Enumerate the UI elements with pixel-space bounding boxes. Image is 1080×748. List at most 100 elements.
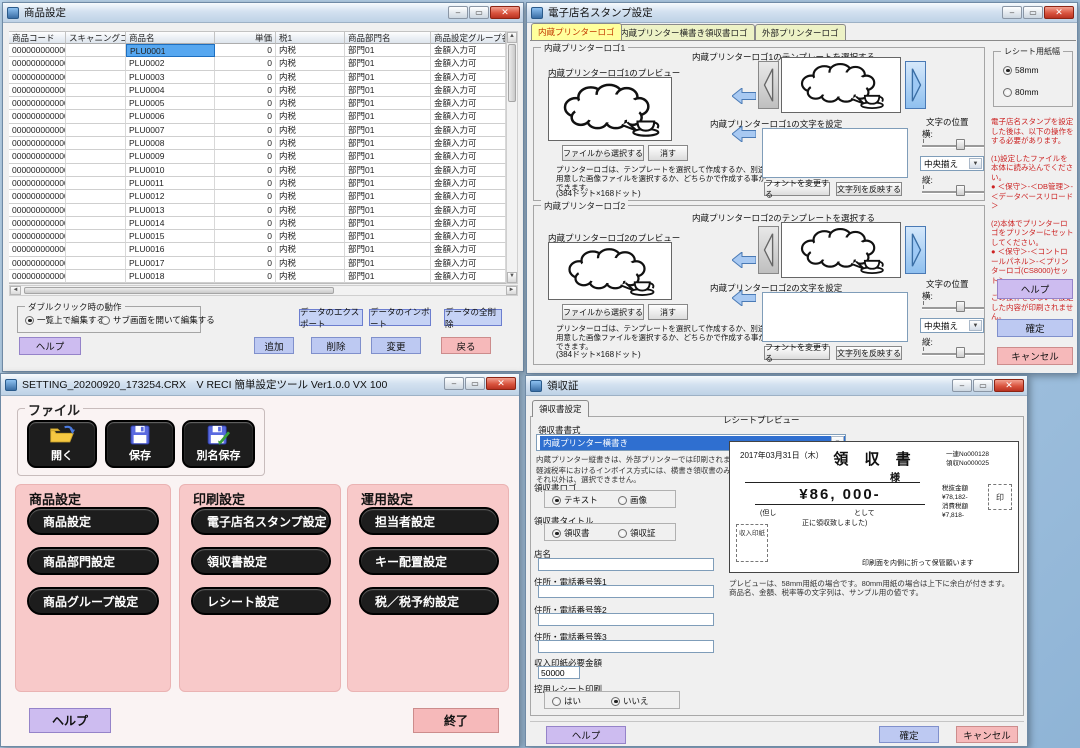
column-header[interactable]: 商品コード	[9, 31, 66, 44]
tab-builtin-printer-receipt-logo[interactable]: 内蔵プリンター横書き領収書ロゴ	[613, 24, 755, 40]
table-cell-name[interactable]: PLU0017	[126, 256, 215, 271]
table-cell-scan[interactable]	[66, 216, 126, 231]
table-cell-scan[interactable]	[66, 57, 126, 71]
table-cell-code[interactable]: 0000000000000003	[9, 70, 66, 84]
table-horizontal-scrollbar[interactable]: ◄ ►	[9, 285, 518, 296]
scrollbar-thumb[interactable]	[508, 44, 516, 102]
maximize-button[interactable]: ▭	[973, 379, 993, 392]
radio-icon[interactable]	[618, 495, 627, 505]
table-cell-name[interactable]: PLU0015	[126, 230, 215, 244]
table-cell-group[interactable]: 金額入力可	[431, 57, 506, 71]
template-next-button[interactable]	[905, 61, 926, 109]
help-button[interactable]: ヘルプ	[29, 708, 111, 733]
menu-product-group-button[interactable]: 商品グループ設定	[27, 587, 159, 615]
help-button[interactable]: ヘルプ	[997, 279, 1073, 299]
menu-receipt-paper-button[interactable]: レシート設定	[191, 587, 331, 615]
confirm-button[interactable]: 確定	[879, 726, 939, 743]
table-cell-code[interactable]: 0000000000000007	[9, 123, 66, 138]
table-cell-name[interactable]: PLU0011	[126, 176, 215, 191]
template-prev-button[interactable]	[758, 61, 779, 109]
open-button[interactable]: 開く	[27, 420, 97, 468]
table-cell-code[interactable]: 0000000000000012	[9, 190, 66, 204]
slider-handle[interactable]	[956, 347, 966, 358]
radio-icon[interactable]	[552, 528, 561, 538]
table-cell-scan[interactable]	[66, 110, 126, 124]
table-cell-scan[interactable]	[66, 243, 126, 257]
table-cell-price[interactable]: 0	[215, 150, 276, 164]
radio-paper-58mm[interactable]: 58mm	[1003, 65, 1039, 75]
radio-title-ryoshusho[interactable]: 領収書	[552, 527, 590, 539]
logo2-text-input[interactable]	[762, 292, 908, 342]
confirm-button[interactable]: 確定	[997, 319, 1073, 337]
table-cell-scan[interactable]	[66, 123, 126, 138]
table-cell-group[interactable]: 金額入力可	[431, 270, 506, 283]
scroll-left-icon[interactable]: ◄	[10, 286, 21, 295]
logo1-horizontal-slider[interactable]	[922, 138, 984, 150]
table-cell-price[interactable]: 0	[215, 70, 276, 84]
table-cell-name[interactable]: PLU0010	[126, 163, 215, 177]
table-cell-dept[interactable]: 部門01	[345, 230, 431, 244]
table-cell-scan[interactable]	[66, 256, 126, 271]
table-cell-name[interactable]: PLU0002	[126, 57, 215, 71]
address3-input[interactable]	[538, 640, 714, 653]
maximize-button[interactable]: ▭	[469, 6, 489, 19]
logo2-align-dropdown[interactable]: 中央揃え ▼	[920, 318, 984, 333]
table-cell-tax[interactable]: 内税	[276, 83, 345, 98]
table-cell-scan[interactable]	[66, 137, 126, 151]
table-cell-code[interactable]: 0000000000000011	[9, 176, 66, 191]
table-cell-group[interactable]: 金額入力可	[431, 110, 506, 124]
logo1-change-font-button[interactable]: フォントを変更する	[764, 179, 830, 199]
logo1-select-file-button[interactable]: ファイルから選択する	[562, 145, 644, 161]
table-cell-tax[interactable]: 内税	[276, 243, 345, 257]
menu-tax-settings-button[interactable]: 税／税予約設定	[359, 587, 499, 615]
table-cell-dept[interactable]: 部門01	[345, 57, 431, 71]
table-cell-group[interactable]: 金額入力可	[431, 190, 506, 204]
table-cell-name[interactable]: PLU0013	[126, 203, 215, 217]
table-cell-scan[interactable]	[66, 44, 126, 58]
template-next-button[interactable]	[905, 226, 926, 274]
column-header[interactable]: 商品設定グループ名	[431, 31, 506, 44]
cancel-button[interactable]: キャンセル	[956, 726, 1018, 743]
table-cell-tax[interactable]: 内税	[276, 110, 345, 124]
radio-icon[interactable]	[25, 315, 34, 325]
slider-handle[interactable]	[956, 139, 966, 150]
table-cell-tax[interactable]: 内税	[276, 270, 345, 283]
menu-product-department-button[interactable]: 商品部門設定	[27, 547, 159, 575]
table-cell-tax[interactable]: 内税	[276, 216, 345, 231]
table-cell-tax[interactable]: 内税	[276, 176, 345, 191]
chevron-down-icon[interactable]: ▼	[969, 320, 982, 331]
radio-paper-80mm[interactable]: 80mm	[1003, 87, 1039, 97]
table-cell-dept[interactable]: 部門01	[345, 83, 431, 98]
table-cell-tax[interactable]: 内税	[276, 230, 345, 244]
logo1-text-input[interactable]	[762, 128, 908, 178]
table-cell-dept[interactable]: 部門01	[345, 137, 431, 151]
close-icon[interactable]: ✕	[994, 379, 1024, 392]
radio-edit-on-list[interactable]: 一覧上で編集する	[25, 314, 105, 326]
address1-input[interactable]	[538, 585, 714, 598]
slider-handle[interactable]	[956, 301, 966, 312]
table-cell-dept[interactable]: 部門01	[345, 176, 431, 191]
table-cell-price[interactable]: 0	[215, 137, 276, 151]
exit-button[interactable]: 終了	[413, 708, 499, 733]
table-cell-price[interactable]: 0	[215, 243, 276, 257]
logo1-vertical-slider[interactable]	[922, 184, 984, 196]
table-cell-price[interactable]: 0	[215, 190, 276, 204]
minimize-button[interactable]: –	[1002, 6, 1022, 19]
table-cell-dept[interactable]: 部門01	[345, 44, 431, 58]
table-cell-dept[interactable]: 部門01	[345, 216, 431, 231]
column-header[interactable]: スキャニングコード	[66, 31, 126, 44]
close-icon[interactable]: ✕	[1044, 6, 1074, 19]
menu-staff-settings-button[interactable]: 担当者設定	[359, 507, 499, 535]
save-button[interactable]: 保存	[105, 420, 175, 468]
table-cell-scan[interactable]	[66, 270, 126, 283]
table-cell-dept[interactable]: 部門01	[345, 70, 431, 84]
table-cell-price[interactable]: 0	[215, 203, 276, 217]
table-cell-code[interactable]: 0000000000000009	[9, 150, 66, 164]
table-cell-scan[interactable]	[66, 176, 126, 191]
